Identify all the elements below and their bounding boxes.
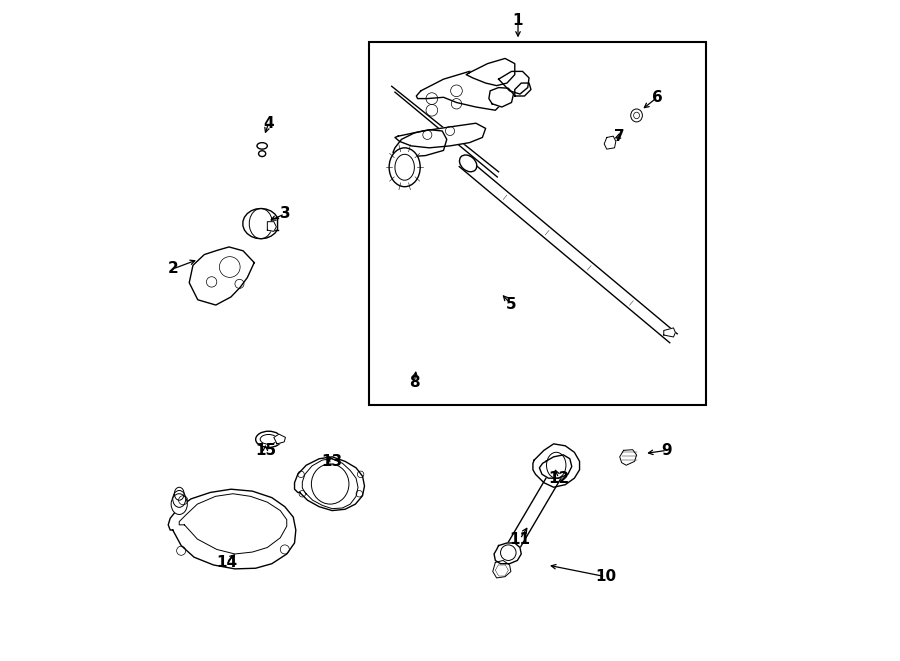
Polygon shape (395, 123, 486, 148)
Polygon shape (506, 466, 564, 553)
Text: 2: 2 (167, 262, 178, 276)
Text: 7: 7 (615, 129, 625, 143)
Ellipse shape (460, 155, 477, 172)
Bar (369, 42, 706, 405)
Polygon shape (515, 83, 531, 96)
Polygon shape (466, 58, 515, 86)
Text: 15: 15 (255, 443, 276, 458)
Text: 3: 3 (280, 206, 290, 221)
Ellipse shape (171, 494, 187, 514)
Ellipse shape (631, 109, 643, 122)
Text: 5: 5 (506, 297, 517, 312)
Ellipse shape (257, 143, 267, 149)
Polygon shape (604, 136, 616, 149)
Polygon shape (392, 83, 499, 177)
Polygon shape (267, 221, 276, 231)
Polygon shape (274, 434, 285, 444)
Ellipse shape (256, 431, 282, 447)
Ellipse shape (258, 151, 265, 157)
Text: 4: 4 (264, 116, 274, 131)
Polygon shape (494, 543, 521, 564)
Text: 14: 14 (216, 555, 237, 570)
Polygon shape (417, 71, 508, 110)
Text: 10: 10 (595, 569, 616, 584)
Ellipse shape (311, 464, 349, 504)
Text: 11: 11 (509, 531, 530, 547)
Polygon shape (459, 157, 677, 343)
Text: 13: 13 (321, 454, 343, 469)
Polygon shape (489, 87, 514, 107)
Text: 6: 6 (652, 90, 662, 105)
Ellipse shape (260, 434, 277, 444)
Polygon shape (168, 489, 296, 569)
Text: 12: 12 (548, 471, 570, 486)
Polygon shape (393, 130, 446, 157)
Polygon shape (499, 71, 529, 94)
Polygon shape (243, 208, 277, 239)
Ellipse shape (389, 148, 420, 186)
Polygon shape (664, 328, 675, 337)
Polygon shape (294, 457, 364, 510)
Polygon shape (539, 455, 572, 478)
Polygon shape (533, 444, 580, 487)
Text: 1: 1 (513, 13, 523, 28)
Polygon shape (620, 449, 636, 465)
Text: 9: 9 (662, 443, 672, 458)
Text: 8: 8 (410, 375, 419, 390)
Polygon shape (189, 247, 254, 305)
Polygon shape (493, 561, 511, 578)
